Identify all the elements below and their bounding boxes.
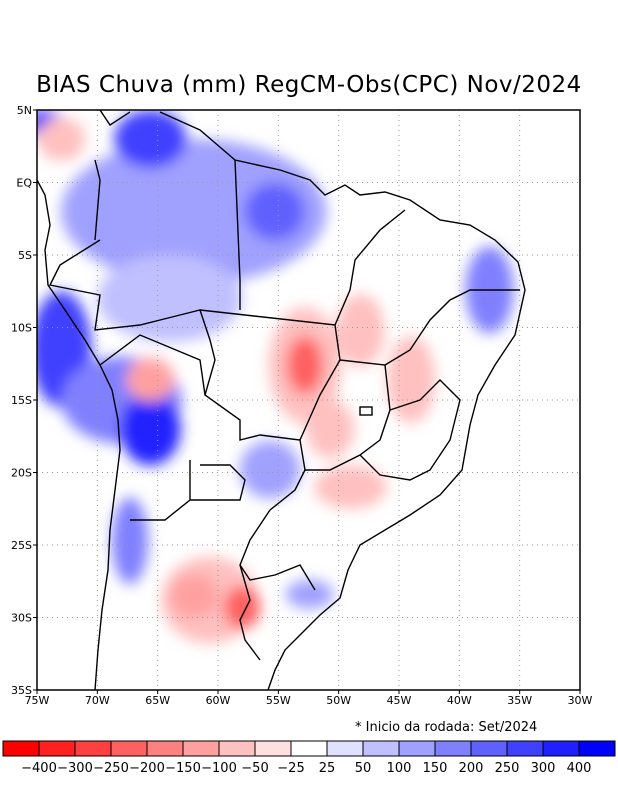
bias-region-18 [314, 465, 387, 509]
colorbar-label: 50 [355, 761, 372, 776]
colorbar-label: −100 [201, 761, 237, 776]
map-title: BIAS Chuva (mm) RegCM-Obs(CPC) Nov/2024 [36, 72, 582, 98]
colorbar-swatch [146, 740, 184, 757]
colorbar-swatch [182, 740, 220, 757]
bias-map: 75W 70W 65W 60W 55W 50W 45W 40W 35W 30W 5N EQ 5S 10S… [11, 104, 593, 707]
x-tick-label: 70W [85, 694, 110, 707]
colorbar-swatch [290, 740, 328, 757]
bias-region-15 [336, 294, 385, 367]
x-tick-label: 75W [25, 694, 50, 707]
colorbar-label: 25 [319, 761, 336, 776]
bias-region-14 [286, 336, 323, 395]
bias-region-2 [114, 110, 187, 168]
y-tick-label: 20S [11, 467, 32, 480]
x-tick-label: 30W [568, 694, 593, 707]
colorbar-swatch [254, 740, 292, 757]
bias-region-7 [120, 392, 181, 466]
x-tick-label: 65W [145, 694, 170, 707]
y-tick-label: 25S [11, 539, 32, 552]
y-tick-label: EQ [16, 177, 32, 190]
colorbar-label: −25 [277, 761, 304, 776]
bias-region-8 [239, 440, 301, 499]
colorbar-swatch [578, 740, 616, 757]
colorbar-swatch [38, 740, 76, 757]
y-tick-label: 35S [11, 684, 32, 697]
colorbar-label: 100 [387, 761, 412, 776]
bias-region-10 [111, 497, 149, 585]
coastline-borders [37, 110, 526, 690]
colorbar-label: 250 [495, 761, 520, 776]
colorbar-label: 200 [459, 761, 484, 776]
x-tick-label: 60W [206, 694, 231, 707]
bias-region-22 [169, 574, 218, 618]
y-tick-label: 10S [11, 322, 32, 335]
colorbar-swatch [74, 740, 112, 757]
x-tick-label: 40W [447, 694, 472, 707]
x-tick-label: 35W [507, 694, 532, 707]
bias-region-0 [61, 139, 327, 284]
x-tick-label: 50W [326, 694, 351, 707]
bias-region-16 [386, 336, 436, 424]
bias-field [37, 110, 514, 644]
y-tick-label: 5N [17, 104, 32, 117]
colorbar-label: −50 [241, 761, 268, 776]
bias-region-19 [126, 357, 175, 402]
x-tick-label: 55W [266, 694, 291, 707]
coastline [99, 110, 526, 690]
x-axis-ticks: 75W 70W 65W 60W 55W 50W 45W 40W 35W 30W [25, 690, 593, 707]
bias-region-21 [224, 585, 261, 630]
bias-region-12 [37, 117, 86, 161]
colorbar-swatch [362, 740, 400, 757]
y-axis-ticks: 5N EQ 5S 10S 15S 20S 25S 30S 35S [11, 104, 37, 697]
colorbar-label: 400 [567, 761, 592, 776]
colorbar-swatch [110, 740, 148, 757]
west-coast [37, 179, 121, 690]
y-tick-label: 15S [11, 394, 32, 407]
y-tick-label: 30S [11, 612, 32, 625]
colorbar-label: −150 [165, 761, 201, 776]
colorbar-swatch [326, 740, 364, 757]
colorbar-label: −400 [21, 761, 57, 776]
colorbar-swatch [434, 740, 472, 757]
colorbar-swatch [506, 740, 544, 757]
bias-region-17 [306, 400, 355, 458]
run-start-note: * Inicio da rodada: Set/2024 [355, 720, 538, 735]
y-tick-label: 5S [18, 249, 32, 262]
colorbar-swatch [218, 740, 256, 757]
colorbar-label: −200 [129, 761, 165, 776]
colorbar-label: −300 [57, 761, 93, 776]
state-borders [99, 159, 520, 661]
colorbar-swatch [542, 740, 580, 757]
bias-region-3 [244, 182, 305, 241]
colorbar: −400 −300 −250 −200 −150 −100 −50 −25 25 50 100 150… [2, 740, 616, 776]
colorbar-swatch [398, 740, 436, 757]
colorbar-label: 300 [531, 761, 556, 776]
colorbar-swatch [470, 740, 508, 757]
colorbar-swatch [2, 740, 40, 757]
colorbar-label: −250 [93, 761, 129, 776]
colorbar-label: 150 [423, 761, 448, 776]
federal-district-border [359, 406, 373, 416]
x-tick-label: 45W [387, 694, 412, 707]
bias-region-11 [285, 579, 334, 609]
bias-region-1 [97, 255, 243, 342]
